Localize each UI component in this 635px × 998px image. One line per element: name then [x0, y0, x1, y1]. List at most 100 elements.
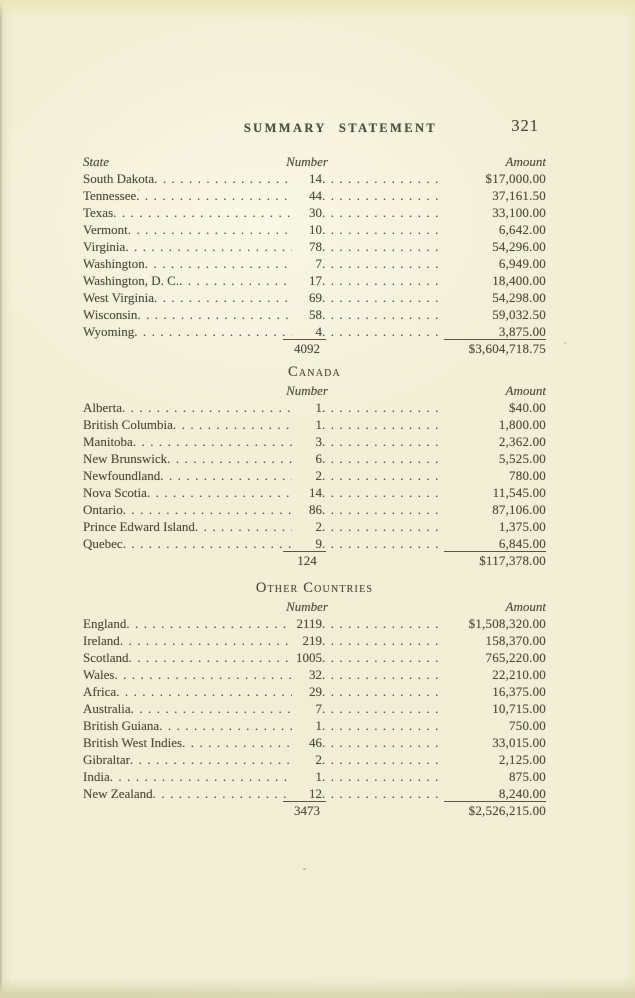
spacer — [322, 382, 444, 399]
dot-leader — [322, 632, 444, 649]
dot-leader — [114, 666, 292, 683]
column-header-amount: Amount — [505, 383, 546, 398]
row-label: Ontario — [83, 502, 123, 517]
row-number: 86 — [309, 502, 322, 517]
row-label: Newfoundland — [83, 468, 161, 483]
row-number: 1 — [315, 417, 323, 432]
dot-leader — [322, 272, 444, 289]
row-label-cell: Scotland — [83, 649, 292, 666]
row-label-cell: West Virginia — [83, 289, 292, 306]
row-amount: 6,949.00 — [498, 256, 546, 271]
table-row: South Dakota 14 $17,000.00 — [83, 170, 546, 187]
row-label-cell: Ireland — [83, 632, 292, 649]
row-label-cell: New Zealand — [83, 785, 292, 802]
table-row: British West Indies 46 33,015.00 — [83, 734, 546, 751]
row-amount: 59,032.50 — [492, 307, 546, 322]
dot-leader — [182, 734, 292, 751]
row-label-cell: South Dakota — [83, 170, 292, 187]
dot-leader — [322, 306, 444, 323]
row-label-cell: British West Indies — [83, 734, 292, 751]
text-block: SUMMARY STATEMENT 321 State Number Amoun… — [83, 0, 546, 819]
dot-leader — [322, 204, 444, 221]
dot-leader — [159, 717, 292, 734]
row-number: 69 — [309, 290, 322, 305]
dot-leader — [113, 204, 292, 221]
dot-leader — [322, 615, 444, 632]
dot-leader — [133, 433, 292, 450]
dot-leader — [167, 450, 292, 467]
row-number: 2 — [315, 468, 323, 483]
dot-leader — [322, 700, 444, 717]
dot-leader — [120, 632, 292, 649]
total-amount: $2,526,215.00 — [468, 803, 546, 818]
column-header-number: Number — [286, 383, 328, 398]
table-row: Virginia 78 54,296.00 — [83, 238, 546, 255]
table-row: Vermont 10 6,642.00 — [83, 221, 546, 238]
dot-leader — [122, 399, 292, 416]
row-amount: 6,642.00 — [498, 222, 546, 237]
row-label: New Brunswick — [83, 451, 168, 466]
table-row: Alberta 1 $40.00 — [83, 399, 546, 416]
row-label-cell: Prince Edward Island — [83, 518, 292, 535]
dot-leader — [322, 255, 444, 272]
row-number: 1 — [315, 400, 323, 415]
dot-leader — [322, 323, 444, 340]
row-label: British Guiana — [83, 718, 160, 733]
row-label-cell: Wyoming — [83, 323, 292, 340]
row-label: England — [83, 616, 127, 631]
row-label: Gibraltar — [83, 752, 130, 767]
row-amount: $40.00 — [509, 400, 546, 415]
table-row: New Brunswick 6 5,525.00 — [83, 450, 546, 467]
table-row: Ireland 219 158,370.00 — [83, 632, 546, 649]
row-label: Australia — [83, 701, 131, 716]
row-label-cell: India — [83, 768, 292, 785]
paper-speck — [303, 868, 306, 870]
row-label-cell: Tennessee — [83, 187, 292, 204]
row-label: Africa — [83, 684, 117, 699]
table-row: Texas 30 33,100.00 — [83, 204, 546, 221]
row-number: 3 — [315, 434, 323, 449]
row-amount: 2,125.00 — [498, 752, 546, 767]
dot-leader — [116, 683, 292, 700]
column-header-amount: Amount — [505, 154, 546, 169]
column-headers: Number Amount — [83, 382, 546, 399]
dot-leader — [136, 187, 292, 204]
total-row: 4092 $3,604,718.75 — [83, 340, 546, 357]
row-label-cell: Virginia — [83, 238, 292, 255]
row-label: Scotland — [83, 650, 129, 665]
row-number: 44 — [309, 188, 322, 203]
table-row: Australia 7 10,715.00 — [83, 700, 546, 717]
row-label-cell: Wales — [83, 666, 292, 683]
row-number: 58 — [309, 307, 322, 322]
table-other-countries: Other Countries Number Amount England211… — [83, 580, 546, 819]
table-row: England 2119 $1,508,320.00 — [83, 615, 546, 632]
row-amount: 5,525.00 — [498, 451, 546, 466]
row-number: 78 — [309, 239, 322, 254]
dot-leader — [322, 467, 444, 484]
row-label-cell: Manitoba — [83, 433, 292, 450]
table-row: Scotland 1005 765,220.00 — [83, 649, 546, 666]
row-number: 4 — [283, 323, 326, 340]
row-number: 12 — [283, 785, 326, 802]
table-row: Quebec 9 6,845.00 — [83, 535, 546, 552]
row-label: Quebec — [83, 536, 123, 551]
dot-leader — [322, 768, 444, 785]
dot-leader — [322, 501, 444, 518]
row-label-cell: Washington — [83, 255, 292, 272]
dot-leader — [322, 717, 444, 734]
row-label: South Dakota — [83, 171, 155, 186]
row-label-cell: British Guiana — [83, 717, 292, 734]
row-number: 1 — [315, 769, 323, 784]
row-amount: 1,800.00 — [498, 417, 546, 432]
dot-leader — [131, 700, 292, 717]
row-number: 1 — [315, 718, 323, 733]
row-label: Prince Edward Island — [83, 519, 195, 534]
row-label-cell: Alberta — [83, 399, 292, 416]
total-number: 4092 — [294, 341, 320, 356]
row-label: Tennessee — [83, 188, 137, 203]
row-label-cell: Australia — [83, 700, 292, 717]
table-body: South Dakota 14 $17,000.00 Tennessee 44 37,16… — [83, 170, 546, 340]
spacer — [322, 598, 444, 615]
dot-leader — [322, 518, 444, 535]
